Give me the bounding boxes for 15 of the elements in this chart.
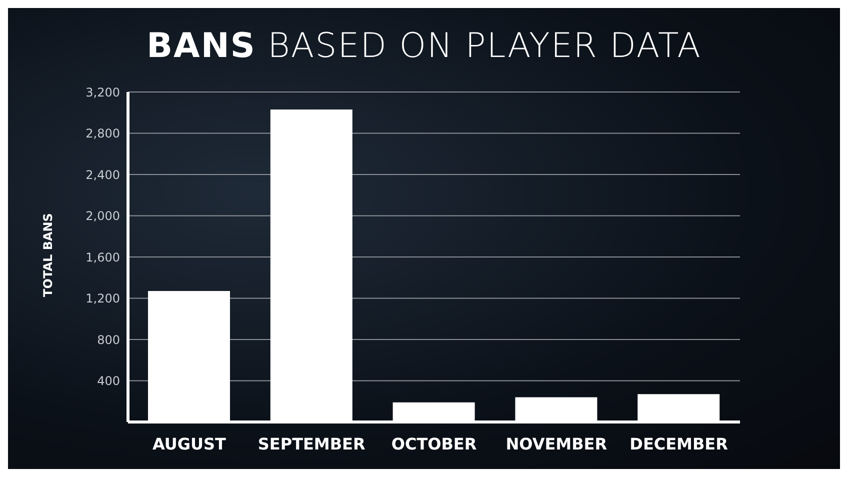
chart-title: BANS BASED ON PLAYER DATA — [146, 26, 702, 66]
y-tick-label: 2,800 — [86, 126, 120, 141]
x-tick-label: AUGUST — [152, 434, 226, 454]
y-tick-label: 2,400 — [86, 168, 120, 182]
y-tick-label: 400 — [97, 374, 120, 388]
y-tick-label: 2,000 — [86, 209, 120, 224]
x-tick-label: DECEMBER — [630, 434, 728, 454]
y-tick-label: 800 — [97, 332, 120, 347]
y-tick-label: 1,600 — [86, 250, 120, 264]
x-tick-label: NOVEMBER — [506, 434, 608, 454]
y-tick-label: 3,200 — [86, 85, 120, 100]
x-tick-label: SEPTEMBER — [258, 434, 366, 454]
y-tick-label: 1,200 — [86, 292, 120, 306]
y-axis-title: TOTAL BANS — [41, 213, 55, 297]
x-tick-label: OCTOBER — [391, 434, 477, 454]
